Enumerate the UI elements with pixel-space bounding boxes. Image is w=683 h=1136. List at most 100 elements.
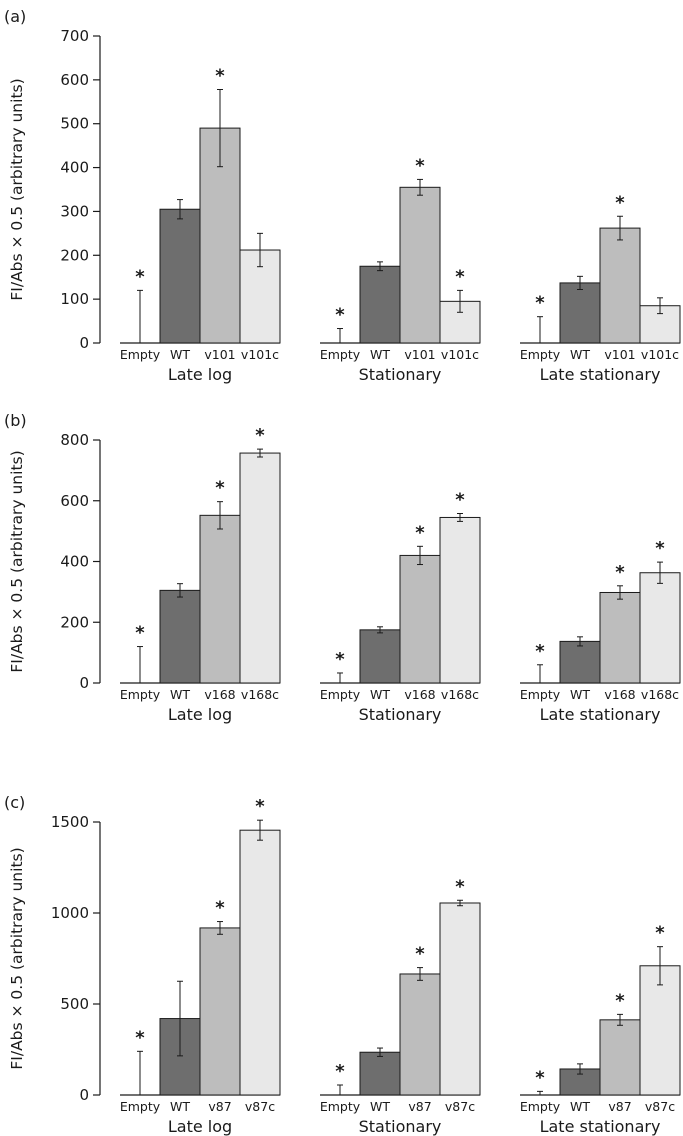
group-label: Late log [168, 1117, 232, 1136]
significance-star: * [535, 641, 545, 662]
y-tick-label: 700 [60, 27, 89, 45]
category-label: v87c [245, 1099, 275, 1114]
category-label: v101c [241, 347, 279, 362]
bar [559, 282, 601, 344]
bar [359, 265, 401, 344]
category-label: v168 [604, 687, 635, 702]
bar-group: * Empty WT * v168 * v168c Late log [120, 425, 281, 724]
category-label: Empty [320, 347, 361, 362]
category-label: WT [170, 347, 190, 362]
bar [559, 640, 601, 684]
category-label: v87c [645, 1099, 675, 1114]
group-label: Stationary [359, 365, 442, 384]
bar-group: * Empty WT * v168 * v168c Stationary [320, 490, 481, 724]
category-label: v101c [441, 347, 479, 362]
significance-star: * [535, 293, 545, 314]
chart-panel-1: (b) FI/Abs × 0.5 (arbitrary units) 0 200 400… [4, 411, 681, 724]
category-label: Empty [320, 1099, 361, 1114]
y-tick-label: 100 [60, 290, 89, 308]
bar [439, 516, 481, 684]
bar [599, 227, 641, 344]
category-label: Empty [520, 687, 561, 702]
bar [239, 829, 281, 1096]
y-tick-label: 400 [60, 159, 89, 177]
category-label: v168c [241, 687, 279, 702]
bar [639, 572, 681, 684]
y-tick-label: 0 [79, 674, 89, 692]
bar-group: * Empty WT * v101 v101c Late stationary [520, 192, 681, 384]
significance-star: * [215, 898, 225, 919]
significance-star: * [455, 266, 465, 287]
bar-group: * Empty WT * v87 * v87c Late log [120, 796, 281, 1136]
bar-group: * Empty WT * v101 v101c Late log [120, 66, 281, 384]
y-axis-title: FI/Abs × 0.5 (arbitrary units) [8, 78, 26, 300]
bar-group: * Empty WT * v101 * v101c Stationary [320, 155, 481, 384]
category-label: v101 [604, 347, 635, 362]
category-label: WT [570, 687, 590, 702]
category-label: WT [370, 687, 390, 702]
significance-star: * [615, 990, 625, 1011]
bar-group: * Empty WT * v168 * v168c Late stationary [520, 538, 681, 724]
y-tick-label: 500 [60, 995, 89, 1013]
category-label: v101 [204, 347, 235, 362]
significance-star: * [415, 155, 425, 176]
significance-star: * [335, 1061, 345, 1082]
category-label: WT [370, 347, 390, 362]
category-label: v168 [204, 687, 235, 702]
group-label: Late stationary [540, 365, 661, 384]
significance-star: * [415, 522, 425, 543]
significance-star: * [455, 490, 465, 511]
significance-star: * [215, 478, 225, 499]
significance-star: * [135, 266, 145, 287]
bar [399, 973, 441, 1096]
significance-star: * [135, 623, 145, 644]
y-tick-label: 0 [79, 1086, 89, 1104]
category-label: v87 [208, 1099, 231, 1114]
category-label: v168c [441, 687, 479, 702]
significance-star: * [335, 305, 345, 326]
significance-star: * [655, 923, 665, 944]
significance-star: * [415, 944, 425, 965]
category-label: WT [570, 347, 590, 362]
group-label: Stationary [359, 1117, 442, 1136]
bar [359, 629, 401, 684]
y-tick-label: 400 [60, 553, 89, 571]
significance-star: * [535, 1067, 545, 1088]
category-label: Empty [120, 347, 161, 362]
significance-star: * [335, 649, 345, 670]
category-label: Empty [520, 1099, 561, 1114]
group-label: Late log [168, 365, 232, 384]
chart-panel-2: (c) FI/Abs × 0.5 (arbitrary units) 0 500 100… [4, 793, 681, 1136]
chart-panel-0: (a) FI/Abs × 0.5 (arbitrary units) 0 100 200… [4, 7, 681, 384]
category-label: v101 [404, 347, 435, 362]
group-label: Stationary [359, 705, 442, 724]
significance-star: * [255, 796, 265, 817]
bar [439, 902, 481, 1096]
significance-star: * [655, 538, 665, 559]
y-tick-label: 600 [60, 492, 89, 510]
bar [159, 208, 201, 344]
bar [199, 927, 241, 1096]
y-tick-label: 500 [60, 115, 89, 133]
y-tick-label: 200 [60, 613, 89, 631]
group-label: Late stationary [540, 1117, 661, 1136]
category-label: v87c [445, 1099, 475, 1114]
bar [159, 589, 201, 684]
panel-letter: (b) [4, 411, 27, 430]
bar [639, 965, 681, 1096]
bar [239, 452, 281, 684]
category-label: v168 [404, 687, 435, 702]
bar-group: * Empty WT * v87 * v87c Late stationary [520, 923, 681, 1136]
significance-star: * [135, 1027, 145, 1048]
category-label: Empty [120, 687, 161, 702]
category-label: WT [170, 687, 190, 702]
category-label: v87 [408, 1099, 431, 1114]
bar [599, 591, 641, 684]
category-label: WT [370, 1099, 390, 1114]
bar [199, 514, 241, 684]
y-tick-label: 300 [60, 202, 89, 220]
y-tick-label: 1500 [51, 813, 89, 831]
panel-letter: (a) [4, 7, 26, 26]
y-tick-label: 200 [60, 246, 89, 264]
